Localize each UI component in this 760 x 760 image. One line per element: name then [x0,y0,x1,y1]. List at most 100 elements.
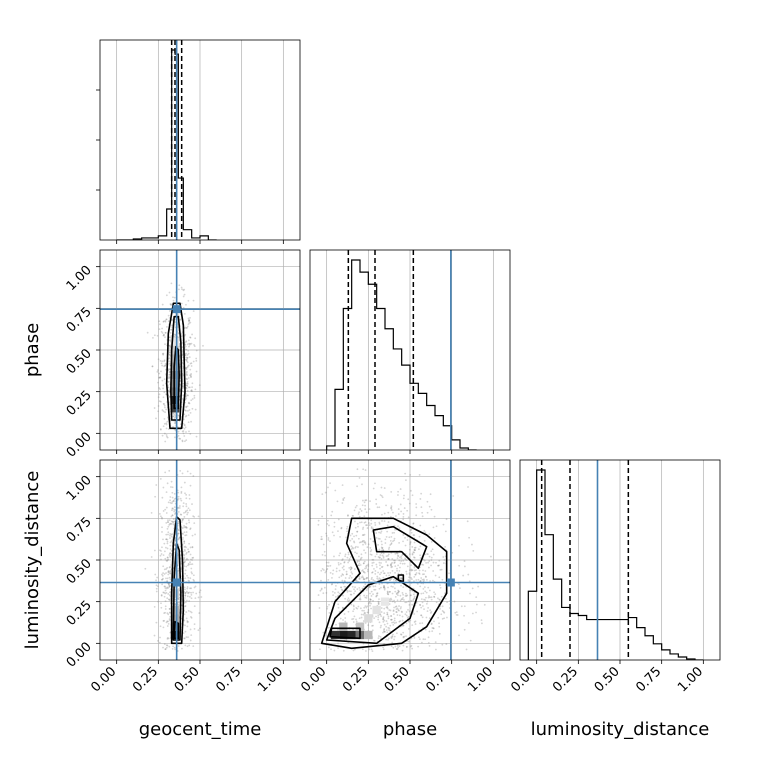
sample-point [364,612,366,614]
sample-point [365,594,368,597]
sample-point [367,587,369,590]
sample-point [446,616,448,619]
sample-point [169,332,172,334]
sample-point [389,572,392,574]
sample-point [165,572,167,574]
sample-point [347,597,350,600]
sample-point [419,622,421,625]
sample-point [399,503,402,506]
panel-geocent_time-geocent_time [116,40,284,240]
sample-point [437,564,440,567]
sample-point [441,578,444,581]
sample-point [188,509,191,512]
sample-point [166,556,169,559]
sample-point [321,493,324,496]
sample-point [400,584,402,587]
sample-point [157,369,159,371]
sample-point [179,383,182,386]
sample-point [405,570,408,573]
sample-point [402,631,405,634]
sample-point [183,423,186,426]
sample-point [392,646,395,649]
sample-point [325,570,328,573]
sample-point [156,576,159,579]
sample-point [165,568,168,570]
sample-point [184,409,187,412]
sample-point [413,613,416,615]
sample-point [341,607,344,610]
sample-point [170,480,173,483]
sample-point [187,592,190,595]
sample-point [171,533,174,535]
sample-point [174,648,177,651]
sample-point [424,570,427,572]
sample-point [180,486,183,489]
x-tick-label-phase-4: 1.00 [465,664,496,695]
sample-point [159,388,161,391]
sample-point [186,595,189,598]
sample-point [429,612,432,614]
sample-point [169,541,172,544]
sample-point [350,567,353,569]
sample-point [184,560,186,563]
sample-point [163,595,166,598]
sample-point [324,554,327,557]
sample-point [184,511,187,514]
sample-point [186,385,189,387]
sample-point [393,582,396,585]
sample-point [423,539,426,542]
sample-point [366,577,369,579]
sample-point [427,586,430,589]
sample-point [358,541,361,544]
sample-point [166,538,169,541]
sample-point [161,327,164,330]
sample-point [369,500,371,503]
sample-point [409,589,411,592]
sample-point [162,384,165,387]
sample-point [170,502,173,505]
sample-point [190,342,193,345]
sample-point [168,618,171,620]
sample-point [163,391,166,393]
sample-point [173,506,176,509]
sample-point [390,578,392,581]
sample-point [417,578,420,581]
sample-point [171,514,174,517]
sample-point [186,564,189,567]
sample-point [378,635,380,637]
sample-point [169,523,172,525]
sample-point [178,505,181,507]
sample-point [394,579,397,582]
sample-point [166,566,169,569]
sample-point [360,616,363,619]
sample-point [164,611,167,614]
sample-point [433,620,435,623]
sample-point [361,540,364,542]
sample-point [438,598,441,601]
sample-point [362,528,364,530]
sample-point [186,365,189,368]
sample-point [197,515,200,518]
sample-point [343,496,346,499]
sample-point [174,335,176,338]
sample-point [350,603,353,606]
sample-point [185,409,187,412]
sample-point [435,561,437,564]
sample-point [184,572,187,575]
sample-point [368,586,371,589]
sample-point [374,573,377,575]
sample-point [177,532,180,535]
sample-point [370,519,373,522]
sample-point [168,370,171,373]
sample-point [397,590,400,593]
sample-point [354,568,356,570]
sample-point [157,381,159,384]
sample-point [341,579,344,582]
sample-point [430,559,433,561]
sample-point [181,335,183,337]
sample-point [163,643,166,646]
sample-point [370,648,373,651]
sample-point [337,629,339,631]
sample-point [157,410,160,413]
sample-point [385,504,387,507]
